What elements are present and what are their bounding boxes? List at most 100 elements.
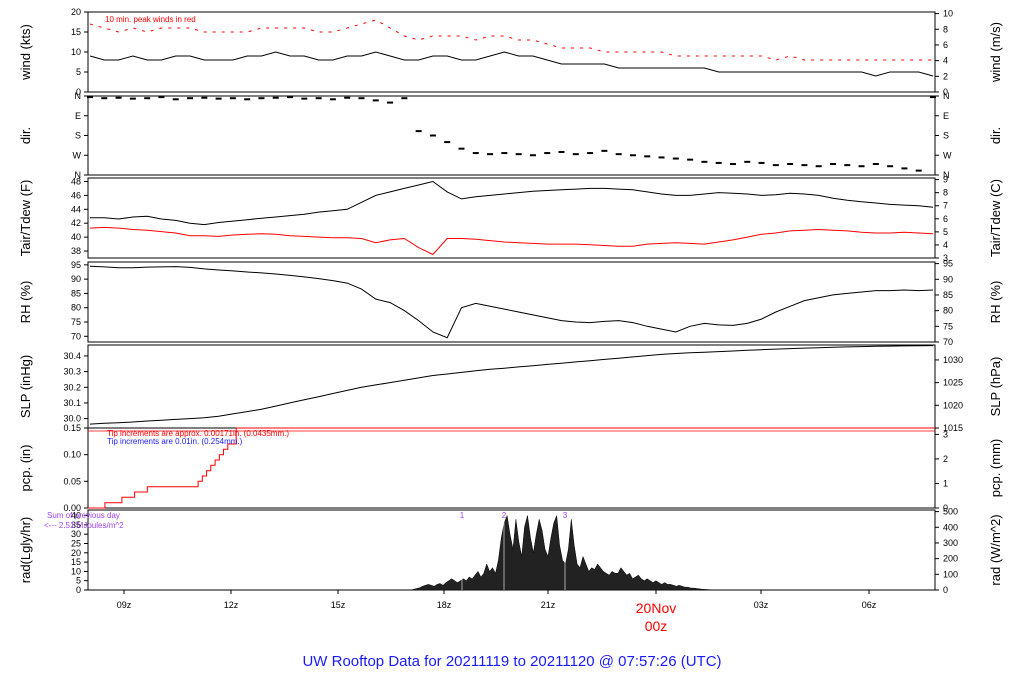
ytick-label-right: 3 (943, 429, 948, 439)
ylabel-right: RH (%) (988, 281, 1003, 324)
data-point (172, 98, 179, 101)
xtick-label: 09z (117, 600, 132, 610)
series-line (89, 345, 934, 425)
ytick-label-left: 44 (71, 204, 81, 214)
ytick-label-right: 6 (943, 40, 948, 50)
panel-slp: SLP (inHg) SLP (hPa) 30.0 30.1 30.2 30.3 30.4 1… (18, 344, 1003, 433)
marker-label: 3 (563, 511, 568, 520)
ytick-label-right: 2 (943, 71, 948, 81)
ytick-label-left: 30.2 (63, 382, 81, 392)
ytick-label-right: 1015 (943, 423, 963, 433)
series-peak-line (89, 19, 933, 61)
ytick-label-left: W (73, 150, 82, 160)
ytick-label-right: 95 (943, 259, 953, 269)
ytick-label-left: 5 (76, 67, 81, 77)
data-point (572, 153, 579, 156)
data-point (415, 130, 422, 133)
panel-frame (87, 261, 936, 343)
data-point (487, 153, 494, 156)
ytick-label-left: 40 (71, 511, 81, 521)
data-point (287, 96, 294, 99)
ytick-label-left: 35 (71, 520, 81, 530)
panel-frame (87, 95, 936, 176)
ytick-label-left: 15 (71, 557, 81, 567)
data-point (215, 97, 222, 100)
data-point (187, 97, 194, 100)
ytick-label-left: 0.15 (63, 423, 81, 433)
ytick-label-left: 10 (71, 566, 81, 576)
panel-frame (87, 177, 936, 259)
marker-label: 1 (460, 511, 465, 520)
data-point (872, 163, 879, 166)
ytick-label-left: 30.3 (63, 367, 81, 377)
data-point (772, 164, 779, 167)
data-point (101, 97, 108, 100)
data-point (258, 97, 265, 100)
ytick-label-right: 0 (943, 585, 948, 595)
panel-frame (87, 11, 936, 93)
data-point (644, 155, 651, 158)
rad-note-1: Sum of previous day (47, 511, 120, 520)
page-title: UW Rooftop Data for 20211119 to 20211120… (302, 653, 721, 670)
ytick-label-left: 40 (71, 232, 81, 242)
ylabel-right: Tair/Tdew (C) (988, 179, 1003, 257)
ytick-label-right: 9 (943, 175, 948, 185)
data-point (444, 141, 451, 144)
xtick-label: 12z (224, 600, 239, 610)
data-point (615, 153, 622, 156)
xtick-label: 06z (862, 600, 877, 610)
ytick-label-right: 4 (943, 240, 948, 250)
ytick-label-left: 38 (71, 246, 81, 256)
ytick-label-left: 30 (71, 529, 81, 539)
data-point (672, 157, 679, 160)
ytick-label-right: 300 (943, 538, 958, 548)
data-point (658, 156, 665, 159)
data-point (787, 163, 794, 166)
day-hour-label: 00z (645, 618, 668, 634)
ylabel-left: dir. (18, 127, 33, 144)
data-point (458, 147, 465, 150)
panel-frame (87, 344, 936, 429)
ytick-label-left: 48 (71, 176, 81, 186)
ytick-label-left: 46 (71, 190, 81, 200)
ytick-label-left: 80 (71, 303, 81, 313)
data-point (244, 98, 251, 101)
data-point (501, 152, 508, 155)
ytick-label-right: 0 (943, 87, 948, 97)
ytick-label-left: 30.4 (63, 351, 81, 361)
panel-wind: wind (kts) wind (m/s) 0 5 10 15 20 0 2 4 6 8 10 10 mi… (18, 7, 1003, 97)
ytick-label-left: 85 (71, 288, 81, 298)
series-line (89, 265, 934, 339)
ytick-label-right: 0 (943, 503, 948, 513)
ytick-label-right: 90 (943, 274, 953, 284)
data-point (358, 97, 365, 100)
ytick-label-right: 8 (943, 24, 948, 34)
ylabel-left: Tair/Tdew (F) (18, 180, 33, 257)
ytick-label-right: 200 (943, 554, 958, 564)
ylabel-right: SLP (hPa) (988, 357, 1003, 417)
ytick-label-left: 0 (76, 585, 81, 595)
ylabel-left: pcp. (in) (18, 445, 33, 492)
data-point (272, 96, 279, 99)
panel-rh: RH (%) RH (%) 70 75 80 85 90 95 70 75 80 85 90 95 (18, 259, 1003, 347)
data-point (429, 134, 436, 137)
series-line (89, 51, 934, 77)
ytick-label-right: 100 (943, 569, 958, 579)
data-point (315, 97, 322, 100)
data-point (87, 96, 93, 99)
ytick-label-right: N (943, 91, 950, 101)
ytick-label-left: 0 (76, 87, 81, 97)
ytick-label-left: N (75, 91, 82, 101)
ytick-label-right: 3 (943, 253, 948, 263)
data-point (144, 97, 151, 100)
ytick-label-left: 90 (71, 274, 81, 284)
ytick-label-left: 0.00 (63, 503, 81, 513)
data-point (815, 165, 822, 168)
data-point (858, 165, 865, 168)
ytick-label-right: 5 (943, 227, 948, 237)
data-point (901, 167, 908, 170)
data-point (344, 96, 351, 99)
tip-note-2: Tip increments are 0.01in. (0.254mm.) (107, 437, 243, 446)
